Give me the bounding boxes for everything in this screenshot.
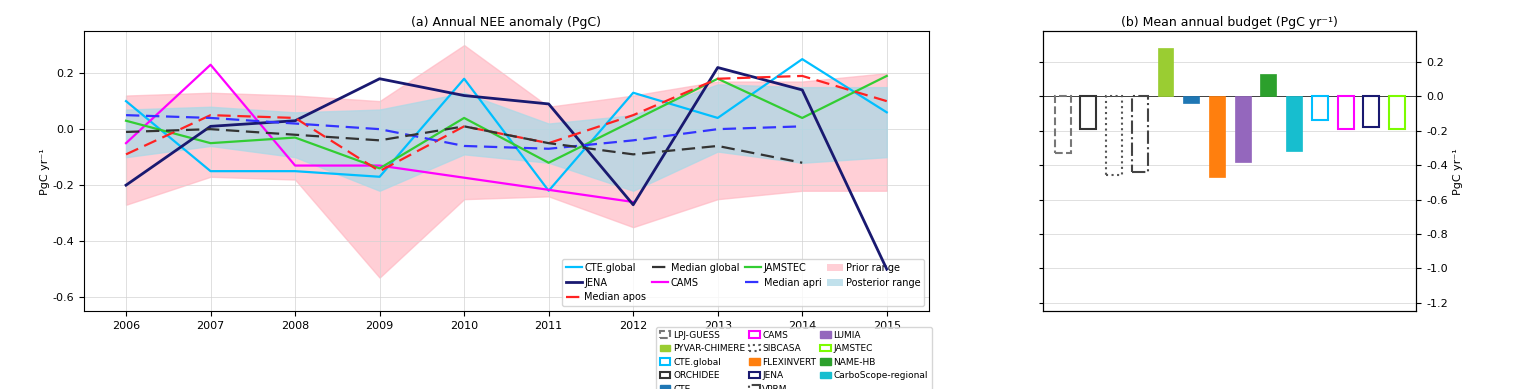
Legend: LPJ-GUESS, PYVAR-CHIMERE, CTE.global, ORCHIDEE, CTE, CAMS, SIBCASA, FLEXINVERT, : LPJ-GUESS, PYVAR-CHIMERE, CTE.global, OR…	[656, 327, 932, 389]
Bar	[1389, 96, 1406, 129]
JAMSTEC	[877, 74, 896, 78]
JENA	[117, 183, 136, 187]
Median apos	[708, 76, 726, 81]
CTE.global	[877, 110, 896, 115]
CAMS	[286, 163, 305, 168]
Median apri	[370, 127, 388, 131]
JENA	[201, 124, 219, 129]
JAMSTEC	[455, 116, 474, 120]
JENA	[708, 65, 726, 70]
Median apri	[793, 124, 812, 129]
Median apri	[286, 121, 305, 126]
Line: JAMSTEC: JAMSTEC	[126, 76, 886, 168]
Median global	[708, 144, 726, 148]
Median apri	[539, 146, 557, 151]
Median apos	[793, 74, 812, 78]
Bar	[1080, 96, 1097, 129]
Median apos	[455, 124, 474, 129]
JAMSTEC	[793, 116, 812, 120]
Median apos	[201, 113, 219, 117]
JAMSTEC	[708, 76, 726, 81]
JAMSTEC	[201, 141, 219, 145]
Bar	[1106, 96, 1122, 175]
CAMS	[117, 141, 136, 145]
CTE.global	[370, 174, 388, 179]
Legend: CTE.global, JENA, Median apos, Median global, CAMS, JAMSTEC, Median apri, Prior : CTE.global, JENA, Median apos, Median gl…	[562, 259, 924, 307]
Line: CAMS: CAMS	[126, 65, 634, 202]
CAMS	[201, 62, 219, 67]
JAMSTEC	[539, 160, 557, 165]
JENA	[286, 118, 305, 123]
Line: Median apri: Median apri	[126, 115, 803, 149]
Median apri	[455, 144, 474, 148]
Line: Median global: Median global	[126, 126, 803, 163]
Title: (a) Annual NEE anomaly (PgC): (a) Annual NEE anomaly (PgC)	[411, 16, 602, 28]
Line: CTE.global: CTE.global	[126, 59, 886, 191]
Median apos	[539, 141, 557, 145]
CAMS	[624, 200, 643, 204]
Median apri	[117, 113, 136, 117]
Median global	[455, 124, 474, 129]
JENA	[793, 88, 812, 92]
Median global	[539, 141, 557, 145]
CTE.global	[708, 116, 726, 120]
Median global	[201, 127, 219, 131]
Median apri	[624, 138, 643, 143]
Median apri	[708, 127, 726, 131]
CTE.global	[117, 99, 136, 103]
CAMS	[370, 163, 388, 168]
JENA	[877, 267, 896, 272]
Median global	[117, 130, 136, 134]
Bar	[1363, 96, 1380, 127]
Median apos	[286, 116, 305, 120]
JENA	[370, 76, 388, 81]
Median apos	[117, 152, 136, 157]
Line: Median apos: Median apos	[126, 76, 886, 171]
Median apri	[201, 116, 219, 120]
Bar	[1235, 96, 1250, 162]
JAMSTEC	[117, 118, 136, 123]
Y-axis label: PgC yr⁻¹: PgC yr⁻¹	[40, 148, 50, 194]
Bar	[1157, 48, 1173, 96]
JENA	[455, 93, 474, 98]
Median apos	[370, 169, 388, 173]
Bar	[1132, 96, 1148, 172]
Bar	[1054, 96, 1071, 153]
Bar	[1311, 96, 1328, 121]
Median global	[286, 132, 305, 137]
Y-axis label: PgC yr⁻¹: PgC yr⁻¹	[1453, 148, 1464, 194]
JAMSTEC	[286, 135, 305, 140]
Bar	[1337, 96, 1354, 129]
CTE.global	[286, 169, 305, 173]
CTE.global	[793, 57, 812, 61]
CTE.global	[624, 90, 643, 95]
Median global	[370, 138, 388, 143]
JENA	[539, 102, 557, 106]
Title: (b) Mean annual budget (PgC yr⁻¹): (b) Mean annual budget (PgC yr⁻¹)	[1121, 16, 1339, 28]
Line: JENA: JENA	[126, 68, 886, 269]
Median apos	[624, 113, 643, 117]
Median global	[793, 160, 812, 165]
JAMSTEC	[624, 118, 643, 123]
CTE.global	[201, 169, 219, 173]
Bar	[1183, 96, 1199, 103]
Median global	[624, 152, 643, 157]
Bar	[1209, 96, 1224, 177]
JAMSTEC	[370, 166, 388, 171]
Median apos	[877, 99, 896, 103]
JENA	[624, 202, 643, 207]
Bar	[1261, 74, 1276, 96]
CTE.global	[539, 188, 557, 193]
Bar	[1287, 96, 1302, 151]
CTE.global	[455, 76, 474, 81]
